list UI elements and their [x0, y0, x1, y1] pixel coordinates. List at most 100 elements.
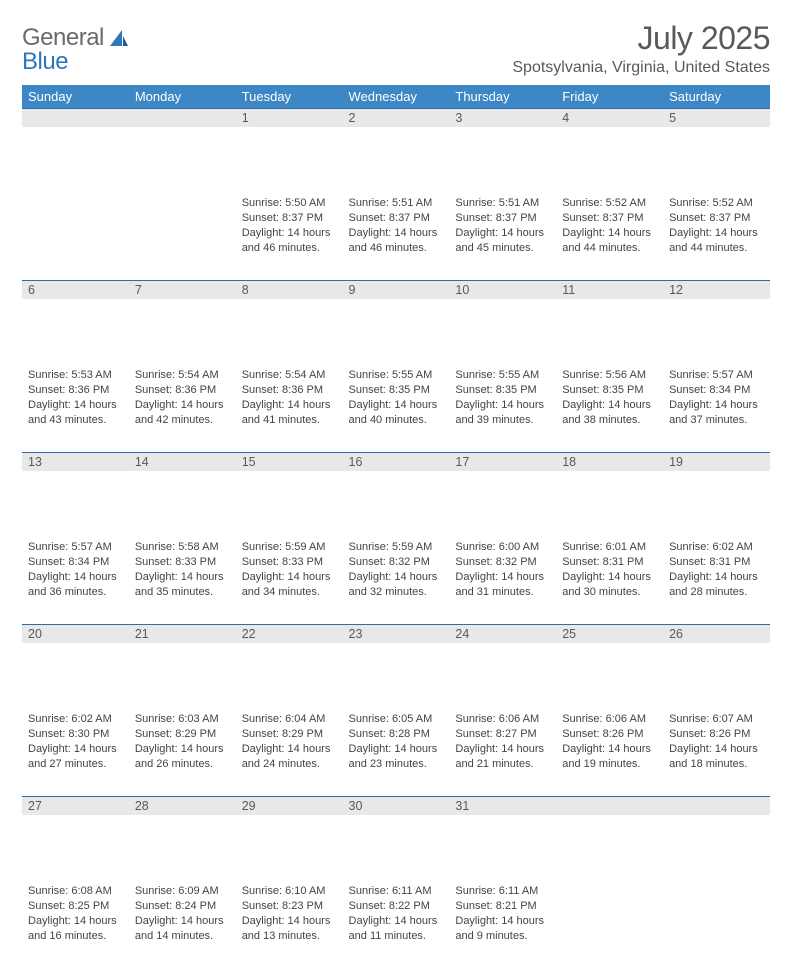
- month-title: July 2025: [512, 20, 770, 57]
- day-number: 30: [343, 796, 450, 815]
- sunset-line: Sunset: 8:34 PM: [28, 555, 123, 570]
- day-cell: Sunrise: 5:51 AMSunset: 8:37 PMDaylight:…: [449, 194, 556, 280]
- sunrise-line: Sunrise: 5:57 AM: [669, 368, 764, 383]
- day-cell-body: Sunrise: 5:52 AMSunset: 8:37 PMDaylight:…: [556, 194, 663, 261]
- day-number: 11: [556, 280, 663, 299]
- daylight-line: Daylight: 14 hours and 19 minutes.: [562, 742, 657, 772]
- week-row: Sunrise: 6:02 AMSunset: 8:30 PMDaylight:…: [22, 710, 770, 796]
- daylight-line: Daylight: 14 hours and 18 minutes.: [669, 742, 764, 772]
- sunset-line: Sunset: 8:36 PM: [135, 383, 230, 398]
- day-number: 27: [22, 796, 129, 815]
- day-cell-body: Sunrise: 5:54 AMSunset: 8:36 PMDaylight:…: [236, 366, 343, 433]
- sunset-line: Sunset: 8:33 PM: [135, 555, 230, 570]
- day-cell-body: Sunrise: 5:50 AMSunset: 8:37 PMDaylight:…: [236, 194, 343, 261]
- day-number: 18: [556, 452, 663, 471]
- day-cell: Sunrise: 5:56 AMSunset: 8:35 PMDaylight:…: [556, 366, 663, 452]
- week-row: Sunrise: 5:50 AMSunset: 8:37 PMDaylight:…: [22, 194, 770, 280]
- sunset-line: Sunset: 8:37 PM: [242, 211, 337, 226]
- sunset-line: Sunset: 8:37 PM: [349, 211, 444, 226]
- sunrise-line: Sunrise: 6:08 AM: [28, 884, 123, 899]
- day-number: 25: [556, 624, 663, 643]
- sunset-line: Sunset: 8:35 PM: [562, 383, 657, 398]
- day-number: 2: [343, 108, 450, 127]
- daylight-line: Daylight: 14 hours and 40 minutes.: [349, 398, 444, 428]
- daylight-line: Daylight: 14 hours and 23 minutes.: [349, 742, 444, 772]
- logo: General Blue: [22, 20, 130, 74]
- calendar-body: 12345Sunrise: 5:50 AMSunset: 8:37 PMDayl…: [22, 108, 770, 968]
- daynum-row: 20212223242526: [22, 624, 770, 710]
- day-number: 26: [663, 624, 770, 643]
- daylight-line: Daylight: 14 hours and 46 minutes.: [349, 226, 444, 256]
- day-cell: Sunrise: 5:50 AMSunset: 8:37 PMDaylight:…: [236, 194, 343, 280]
- day-number: [556, 796, 663, 815]
- sunrise-line: Sunrise: 6:01 AM: [562, 540, 657, 555]
- day-number: 24: [449, 624, 556, 643]
- day-cell: Sunrise: 6:11 AMSunset: 8:21 PMDaylight:…: [449, 882, 556, 968]
- day-number: 20: [22, 624, 129, 643]
- day-number: 23: [343, 624, 450, 643]
- weekday-header: Tuesday: [236, 85, 343, 108]
- daylight-line: Daylight: 14 hours and 46 minutes.: [242, 226, 337, 256]
- day-cell-body: Sunrise: 6:06 AMSunset: 8:27 PMDaylight:…: [449, 710, 556, 777]
- weekday-header: Thursday: [449, 85, 556, 108]
- day-cell-body: Sunrise: 6:01 AMSunset: 8:31 PMDaylight:…: [556, 538, 663, 605]
- sunrise-line: Sunrise: 5:52 AM: [562, 196, 657, 211]
- daylight-line: Daylight: 14 hours and 41 minutes.: [242, 398, 337, 428]
- day-number: 21: [129, 624, 236, 643]
- sunset-line: Sunset: 8:37 PM: [562, 211, 657, 226]
- daynum-row: 6789101112: [22, 280, 770, 366]
- sunset-line: Sunset: 8:35 PM: [349, 383, 444, 398]
- day-cell: Sunrise: 5:59 AMSunset: 8:33 PMDaylight:…: [236, 538, 343, 624]
- sunset-line: Sunset: 8:32 PM: [455, 555, 550, 570]
- day-cell-body: Sunrise: 6:10 AMSunset: 8:23 PMDaylight:…: [236, 882, 343, 949]
- sunrise-line: Sunrise: 6:00 AM: [455, 540, 550, 555]
- sunrise-line: Sunrise: 5:55 AM: [349, 368, 444, 383]
- sunrise-line: Sunrise: 5:59 AM: [242, 540, 337, 555]
- day-cell: Sunrise: 6:04 AMSunset: 8:29 PMDaylight:…: [236, 710, 343, 796]
- daylight-line: Daylight: 14 hours and 27 minutes.: [28, 742, 123, 772]
- day-cell: Sunrise: 5:54 AMSunset: 8:36 PMDaylight:…: [129, 366, 236, 452]
- day-cell-body: Sunrise: 6:06 AMSunset: 8:26 PMDaylight:…: [556, 710, 663, 777]
- sunrise-line: Sunrise: 6:02 AM: [669, 540, 764, 555]
- sunrise-line: Sunrise: 6:06 AM: [562, 712, 657, 727]
- day-cell-body: Sunrise: 6:00 AMSunset: 8:32 PMDaylight:…: [449, 538, 556, 605]
- logo-word-1: General: [22, 24, 104, 51]
- weekday-header-row: SundayMondayTuesdayWednesdayThursdayFrid…: [22, 85, 770, 108]
- sunrise-line: Sunrise: 5:52 AM: [669, 196, 764, 211]
- day-cell-body: Sunrise: 6:11 AMSunset: 8:22 PMDaylight:…: [343, 882, 450, 949]
- day-number: 17: [449, 452, 556, 471]
- sunrise-line: Sunrise: 6:03 AM: [135, 712, 230, 727]
- calendar-table: SundayMondayTuesdayWednesdayThursdayFrid…: [22, 85, 770, 968]
- day-cell-body: Sunrise: 5:57 AMSunset: 8:34 PMDaylight:…: [663, 366, 770, 433]
- day-number: [663, 796, 770, 815]
- day-number: [129, 108, 236, 127]
- day-cell: [129, 194, 236, 280]
- day-number: 15: [236, 452, 343, 471]
- day-cell-body: Sunrise: 5:59 AMSunset: 8:33 PMDaylight:…: [236, 538, 343, 605]
- logo-word-2: Blue: [22, 48, 68, 75]
- day-cell-body: Sunrise: 6:05 AMSunset: 8:28 PMDaylight:…: [343, 710, 450, 777]
- day-cell: Sunrise: 6:00 AMSunset: 8:32 PMDaylight:…: [449, 538, 556, 624]
- logo-sail-icon: [108, 28, 130, 55]
- day-cell: Sunrise: 5:57 AMSunset: 8:34 PMDaylight:…: [22, 538, 129, 624]
- day-cell-body: Sunrise: 6:02 AMSunset: 8:30 PMDaylight:…: [22, 710, 129, 777]
- day-cell-body: Sunrise: 6:04 AMSunset: 8:29 PMDaylight:…: [236, 710, 343, 777]
- daylight-line: Daylight: 14 hours and 42 minutes.: [135, 398, 230, 428]
- daylight-line: Daylight: 14 hours and 14 minutes.: [135, 914, 230, 944]
- daylight-line: Daylight: 14 hours and 37 minutes.: [669, 398, 764, 428]
- daynum-row: 2728293031: [22, 796, 770, 882]
- sunrise-line: Sunrise: 5:53 AM: [28, 368, 123, 383]
- day-cell: Sunrise: 5:51 AMSunset: 8:37 PMDaylight:…: [343, 194, 450, 280]
- sunset-line: Sunset: 8:35 PM: [455, 383, 550, 398]
- daynum-row: 12345: [22, 108, 770, 194]
- day-cell: Sunrise: 6:02 AMSunset: 8:30 PMDaylight:…: [22, 710, 129, 796]
- daylight-line: Daylight: 14 hours and 28 minutes.: [669, 570, 764, 600]
- day-cell: Sunrise: 5:52 AMSunset: 8:37 PMDaylight:…: [663, 194, 770, 280]
- sunrise-line: Sunrise: 6:07 AM: [669, 712, 764, 727]
- sunrise-line: Sunrise: 6:02 AM: [28, 712, 123, 727]
- day-number: 8: [236, 280, 343, 299]
- sunrise-line: Sunrise: 5:56 AM: [562, 368, 657, 383]
- sunrise-line: Sunrise: 5:57 AM: [28, 540, 123, 555]
- daylight-line: Daylight: 14 hours and 34 minutes.: [242, 570, 337, 600]
- sunset-line: Sunset: 8:28 PM: [349, 727, 444, 742]
